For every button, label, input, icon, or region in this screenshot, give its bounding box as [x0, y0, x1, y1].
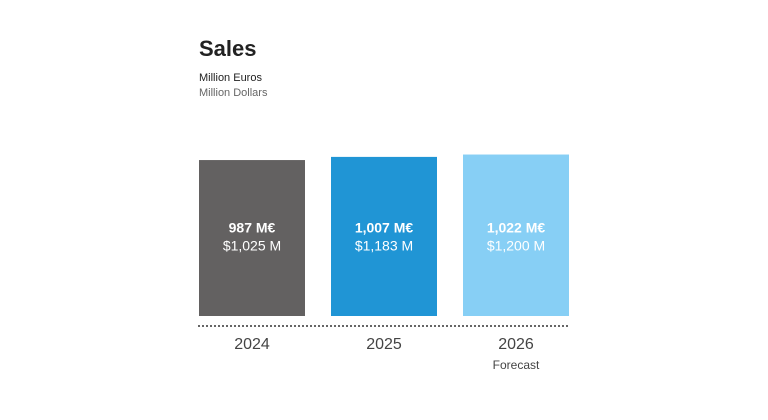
bar — [331, 156, 437, 316]
x-tick-label: 2025 — [366, 336, 402, 353]
bar — [199, 160, 305, 316]
value-label: $1,200 M — [487, 238, 545, 254]
value-label: $1,025 M — [223, 238, 281, 254]
value-label: 987 M€ — [229, 220, 276, 236]
chart-title: Sales — [199, 36, 257, 61]
annotation: Forecast — [493, 358, 540, 372]
x-tick-label: 2026 — [498, 336, 534, 353]
value-label: 1,022 M€ — [487, 220, 546, 236]
value-label: $1,183 M — [355, 238, 413, 254]
x-tick-label: 2024 — [234, 336, 270, 353]
legend-entry: Million Dollars — [199, 87, 268, 99]
bar — [463, 154, 569, 316]
value-label: 1,007 M€ — [355, 220, 414, 236]
legend-entry: Million Euros — [199, 72, 262, 84]
